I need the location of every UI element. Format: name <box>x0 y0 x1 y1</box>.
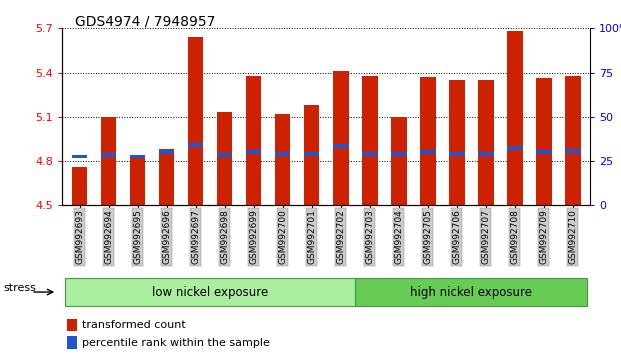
Bar <box>420 77 435 205</box>
Bar <box>71 155 88 159</box>
Bar <box>274 152 291 155</box>
Bar <box>188 143 204 147</box>
Text: low nickel exposure: low nickel exposure <box>152 286 268 298</box>
Text: percentile rank within the sample: percentile rank within the sample <box>82 338 270 348</box>
Bar <box>535 150 551 154</box>
Bar <box>245 150 261 154</box>
Bar <box>507 146 522 150</box>
Bar <box>67 336 77 349</box>
Text: transformed count: transformed count <box>82 320 186 330</box>
Bar <box>101 153 117 157</box>
Bar <box>217 153 232 157</box>
Bar <box>217 113 232 205</box>
Bar <box>71 167 88 205</box>
Bar <box>361 75 378 205</box>
Bar <box>478 80 494 205</box>
Text: GDS4974 / 7948957: GDS4974 / 7948957 <box>75 14 215 28</box>
Bar <box>478 152 494 155</box>
Bar <box>130 155 145 205</box>
Bar <box>564 149 581 153</box>
Bar <box>333 71 348 205</box>
Bar <box>391 117 407 205</box>
Bar <box>67 319 77 331</box>
Bar <box>65 278 355 306</box>
Bar <box>101 117 117 205</box>
Bar <box>130 155 145 159</box>
Bar <box>420 150 435 154</box>
Bar <box>448 152 465 155</box>
Bar <box>158 149 175 205</box>
Bar <box>304 152 319 155</box>
Bar <box>535 79 551 205</box>
Text: stress: stress <box>3 283 36 293</box>
Bar <box>245 75 261 205</box>
Bar <box>355 278 587 306</box>
Bar <box>448 80 465 205</box>
Bar <box>158 150 175 154</box>
Bar <box>507 31 522 205</box>
Bar <box>304 105 319 205</box>
Bar <box>564 75 581 205</box>
Bar <box>274 114 291 205</box>
Bar <box>391 152 407 155</box>
Bar <box>361 152 378 155</box>
Text: high nickel exposure: high nickel exposure <box>410 286 532 298</box>
Bar <box>188 37 204 205</box>
Bar <box>333 144 348 148</box>
